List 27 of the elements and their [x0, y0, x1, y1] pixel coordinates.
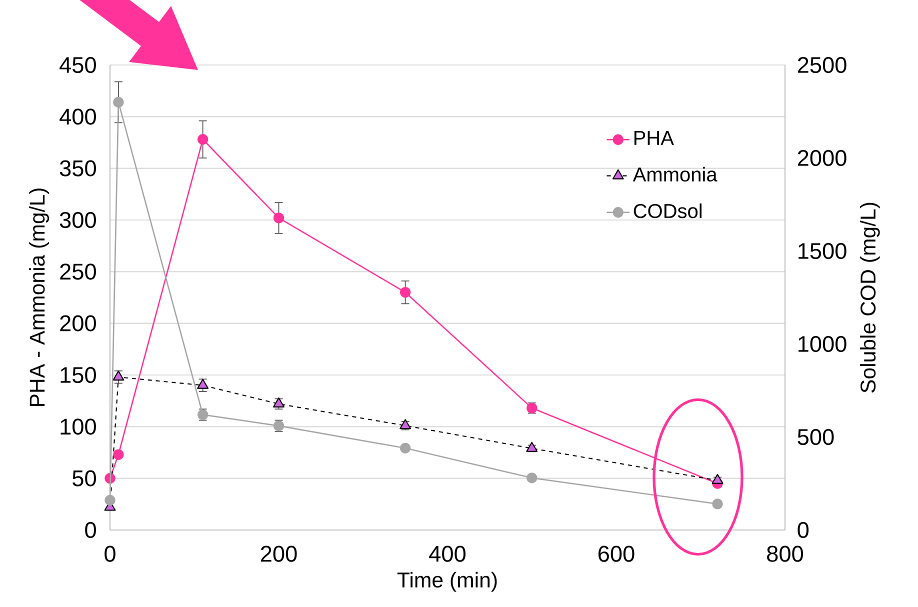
y2-tick-label: 2500	[798, 56, 846, 74]
y-tick-label: 0	[85, 522, 96, 538]
x-tick-label: 800	[767, 546, 804, 562]
y-tick-label: 100	[60, 418, 96, 435]
y-tick-label: 400	[60, 108, 96, 125]
y2-tick-label: 1500	[798, 242, 846, 260]
y2-tick-label: 500	[798, 428, 834, 446]
y-tick-label: 350	[60, 160, 96, 176]
x-tick-label: 600	[598, 546, 634, 562]
y-tick-label: 150	[60, 366, 96, 384]
x-tick-label: 200	[260, 546, 297, 562]
x-axis-title: Time (min)	[397, 572, 497, 592]
y-tick-label: 50	[72, 470, 96, 486]
y2-tick-label: 2000	[798, 150, 846, 166]
y-tick-label: 300	[60, 212, 96, 228]
y-tick-label: 250	[60, 264, 96, 280]
legend-label: PHA	[634, 131, 674, 145]
legend-label: Ammonia	[632, 166, 718, 182]
x-tick-label: 400	[429, 546, 466, 562]
y2-tick-label: 0	[798, 522, 809, 538]
y-tick-label: 200	[60, 315, 96, 332]
y-tick-label: 450	[60, 56, 96, 74]
legend-label: CODsol	[634, 203, 702, 218]
y2-tick-label: 1000	[798, 336, 846, 352]
y-axis-title: PHA - Ammonia (mg/L)	[29, 188, 49, 406]
x-tick-label: 0	[104, 546, 116, 562]
y2-axis-title: Soluble COD (mg/L)	[860, 202, 880, 393]
